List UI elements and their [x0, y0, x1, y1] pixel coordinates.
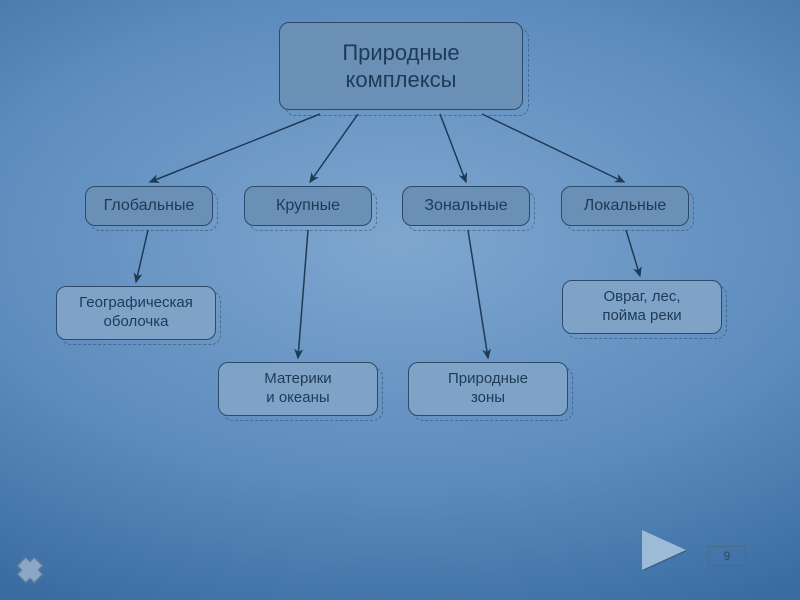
node-local: Локальные	[561, 186, 689, 226]
node-large: Крупные	[244, 186, 372, 226]
node-cont: Материки и океаны	[218, 362, 378, 416]
node-root: Природные комплексы	[279, 22, 523, 110]
page-number-value: 9	[724, 549, 731, 563]
node-geo: Географическая оболочка	[56, 286, 216, 340]
page-number: 9	[708, 546, 746, 566]
node-ravine: Овраг, лес, пойма реки	[562, 280, 722, 334]
node-zones: Природные зоны	[408, 362, 568, 416]
close-button[interactable]	[12, 552, 48, 588]
node-zonal: Зональные	[402, 186, 530, 226]
next-button[interactable]	[642, 530, 686, 570]
close-icon	[12, 552, 48, 588]
node-global: Глобальные	[85, 186, 213, 226]
